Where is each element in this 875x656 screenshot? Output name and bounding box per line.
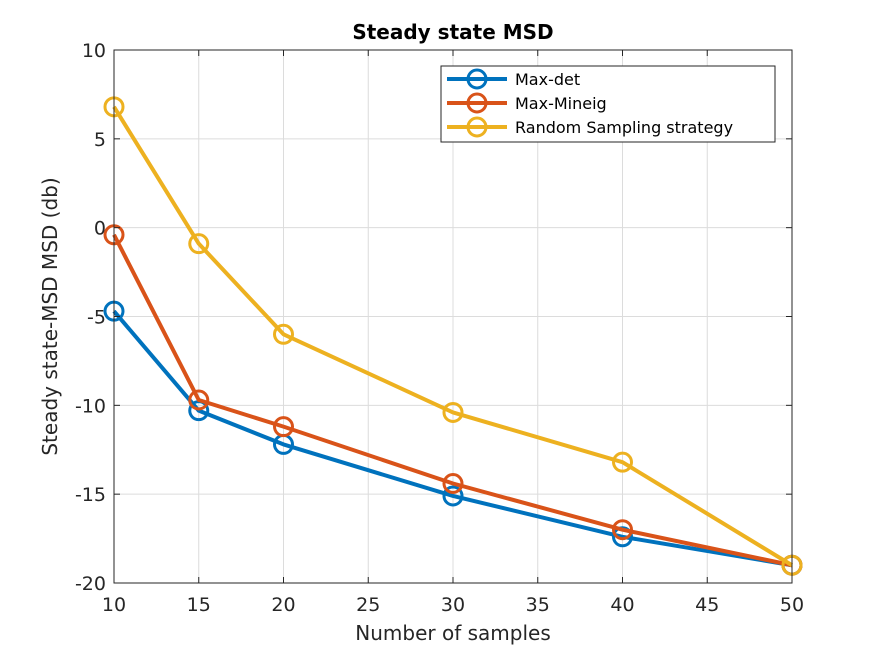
x-tick-label: 40 <box>610 594 634 616</box>
x-tick-label: 10 <box>102 594 126 616</box>
x-tick-label: 35 <box>526 594 550 616</box>
y-tick-label: -10 <box>75 395 106 417</box>
data-point <box>442 485 464 507</box>
x-tick-label: 45 <box>695 594 719 616</box>
legend-item: Max-det <box>447 68 580 90</box>
chart-title: Steady state MSD <box>352 20 553 44</box>
x-tick-label: 20 <box>271 594 295 616</box>
x-tick-label: 25 <box>356 594 380 616</box>
legend: Max-det Max-Mineig Random Sampling strateg… <box>440 65 776 143</box>
legend-marker <box>466 116 488 138</box>
x-tick-label: 15 <box>187 594 211 616</box>
legend-item: Max-Mineig <box>447 92 607 114</box>
data-point <box>273 323 294 345</box>
series-line <box>112 309 793 568</box>
series-layer <box>103 96 803 576</box>
legend-label: Max-Mineig <box>515 94 607 113</box>
data-point <box>188 233 210 255</box>
legend-label: Random Sampling strategy <box>515 118 733 137</box>
ticks: 10 15 20 25 30 35 40 45 50 -20 -15 -10 -5 0 5 10 <box>75 40 804 616</box>
x-tick-label: 50 <box>780 594 804 616</box>
legend-marker <box>466 92 488 114</box>
y-tick-label: 0 <box>94 218 106 240</box>
y-axis-label: Steady state-MSD MSD (db) <box>38 177 62 455</box>
legend-label: Max-det <box>515 70 580 89</box>
series-line <box>112 105 794 567</box>
data-point <box>442 473 464 495</box>
data-point <box>612 451 633 473</box>
data-point <box>273 416 294 438</box>
legend-marker <box>466 68 488 90</box>
y-tick-label: -5 <box>87 307 106 329</box>
y-tick-label: 5 <box>94 129 106 151</box>
y-tick-label: -15 <box>75 484 106 506</box>
series-3 <box>103 96 803 576</box>
data-point <box>442 401 464 423</box>
series-line <box>112 233 793 568</box>
y-tick-label: -20 <box>75 573 106 595</box>
y-tick-label: 10 <box>82 40 106 62</box>
data-point <box>612 519 633 541</box>
x-tick-label: 30 <box>441 594 465 616</box>
x-axis-label: Number of samples <box>355 621 550 645</box>
data-point <box>188 389 210 411</box>
legend-item: Random Sampling strategy <box>447 116 733 138</box>
